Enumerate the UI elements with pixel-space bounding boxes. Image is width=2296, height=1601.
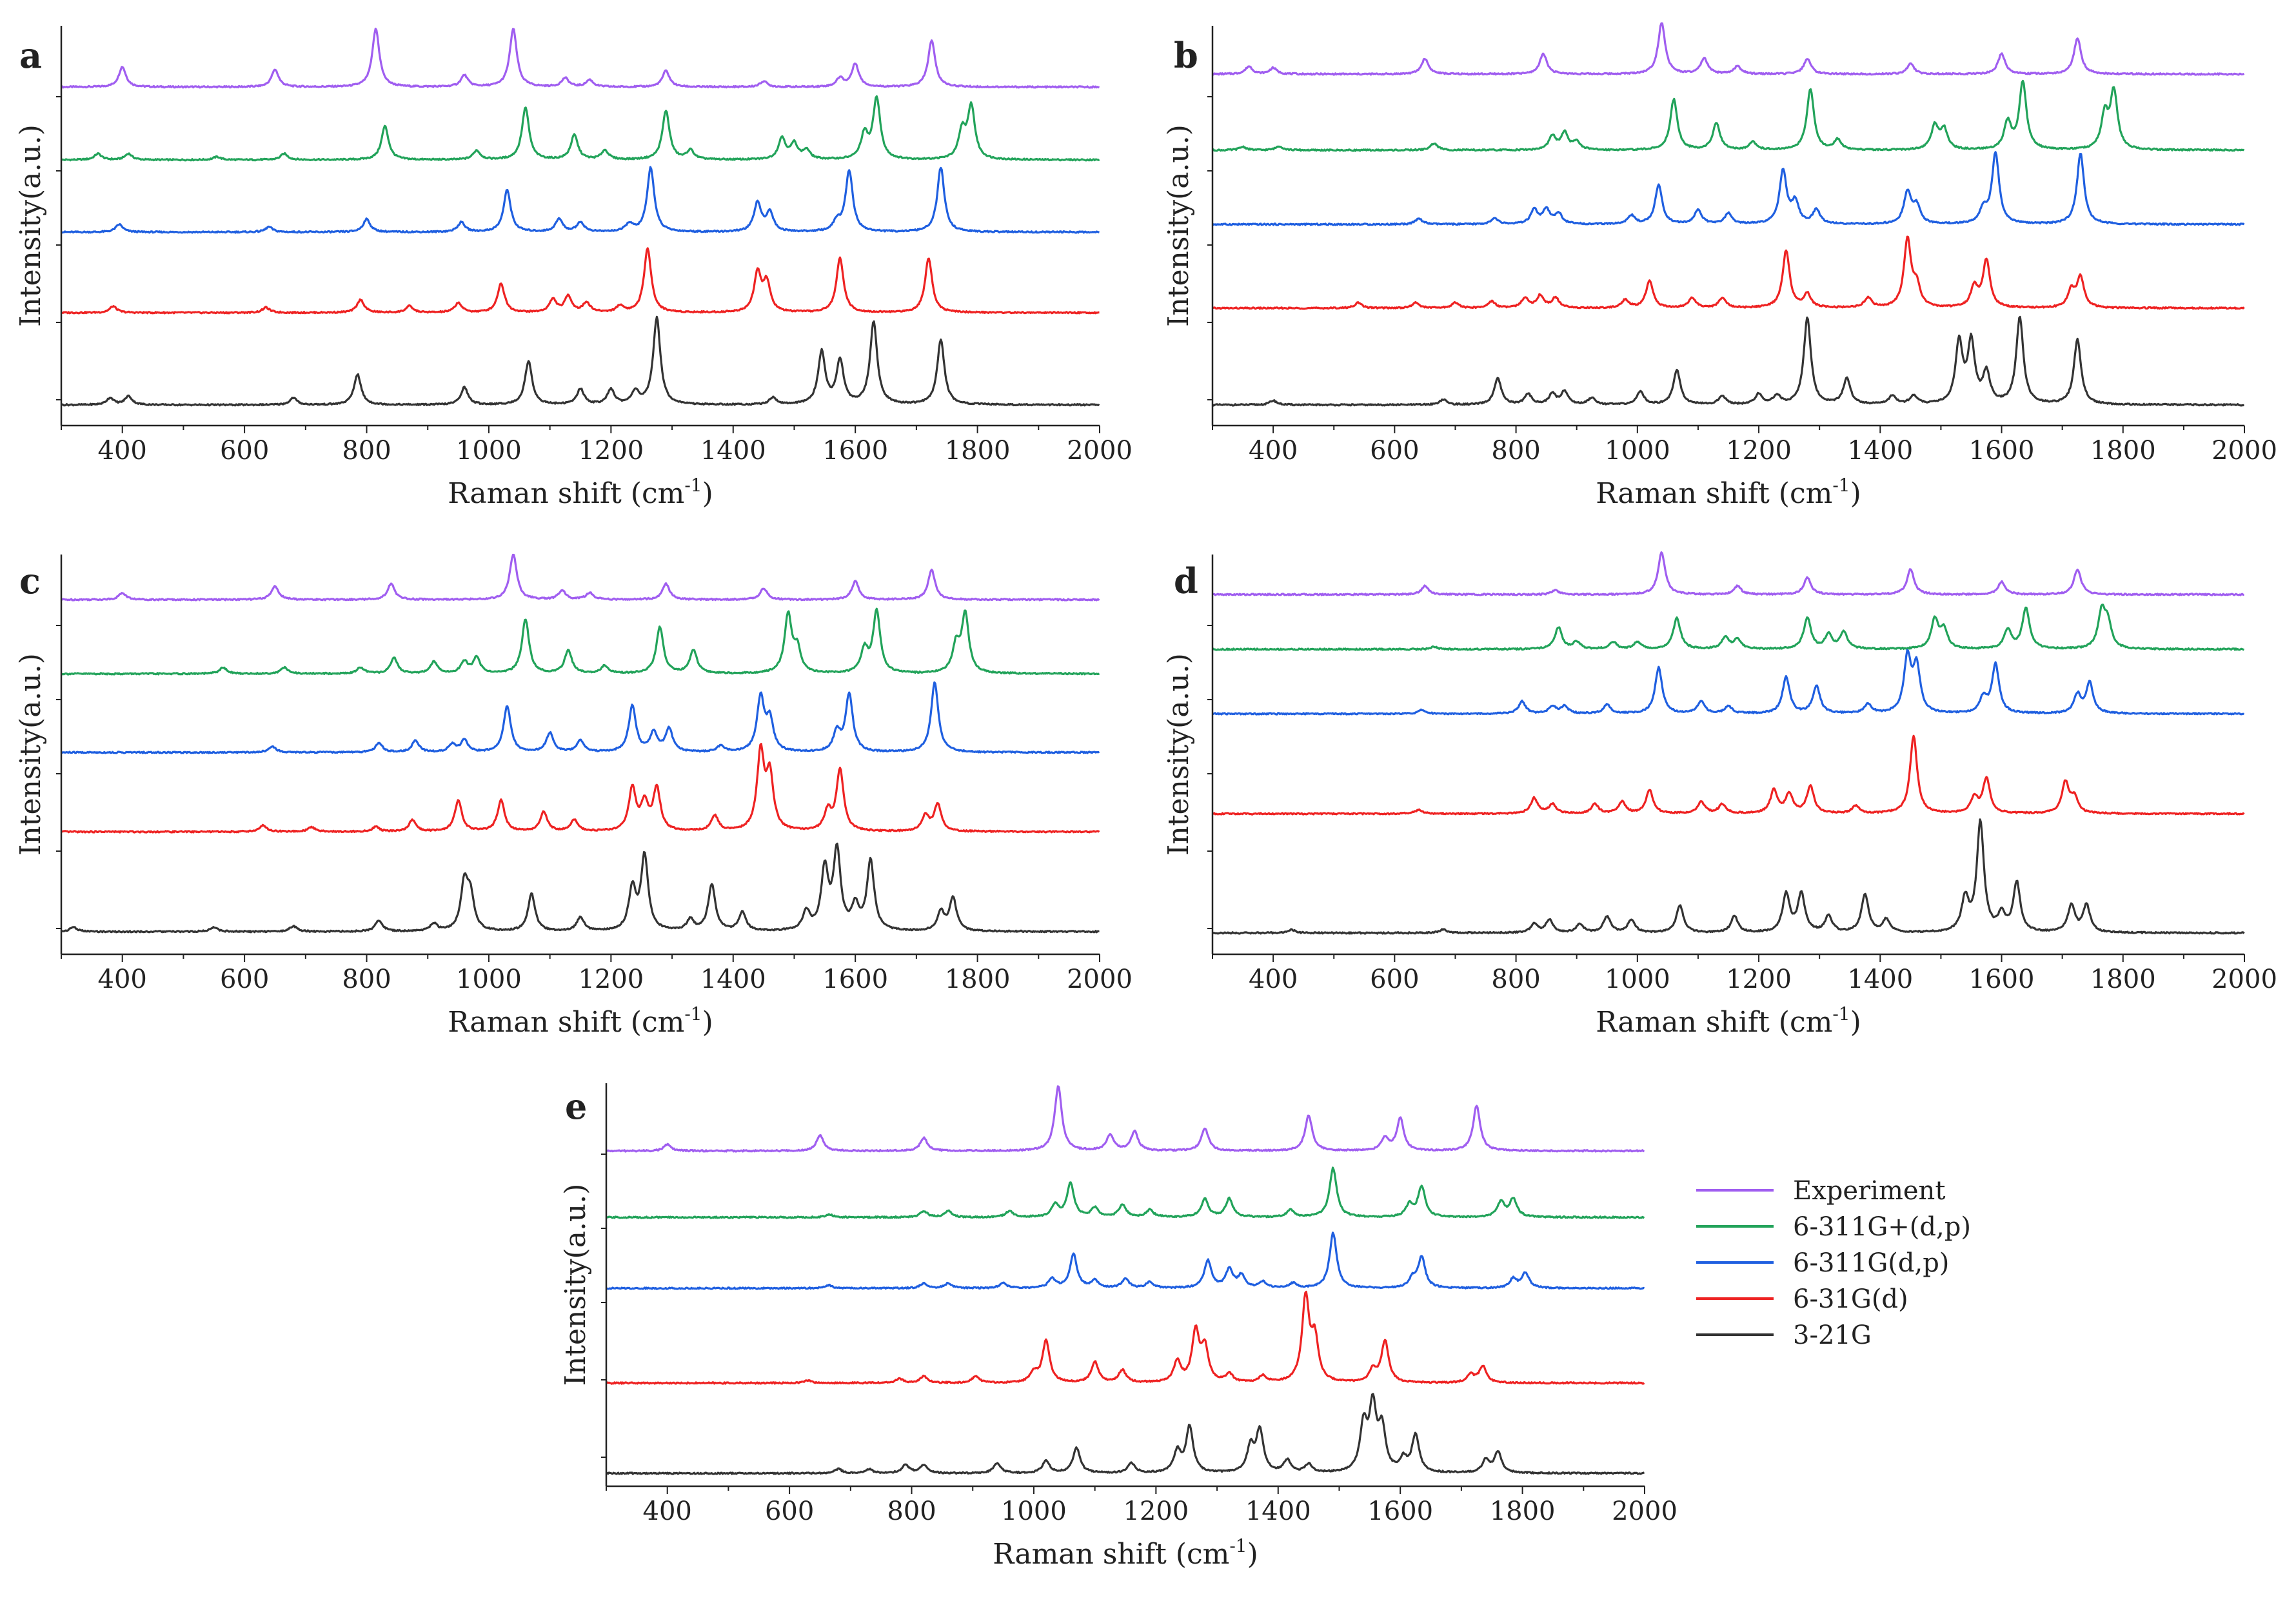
series-line-6-311g-d-p- [60,95,1100,162]
x-tick-label: 1000 [456,436,522,466]
series-line-6-311g-d-p- [1211,79,2245,152]
x-tick-label: 1200 [1726,436,1792,466]
panel-a: 400 600 800 1000 1200 1400 1600 1800 2000 Raman s… [14,26,1133,510]
x-tick-label: 1600 [822,965,888,994]
series-line-3-21g [61,842,1100,934]
panel-letter: c [19,560,41,602]
x-axis-label: Raman shift (cm-1) [448,475,713,510]
x-tick-label: 1400 [1245,1497,1311,1526]
series-line-6-311g-d-p- [606,1232,1645,1290]
x-tick-label: 1200 [1726,965,1792,994]
x-tick-label: 2000 [2212,965,2277,994]
series-line-3-21g [606,1393,1645,1475]
x-tick-label: 800 [887,1497,936,1526]
x-axis-label: Raman shift (cm-1) [448,1003,713,1039]
x-tick-label: 800 [1491,965,1540,994]
x-tick-label: 1600 [1367,1497,1433,1526]
x-tick-label: 400 [643,1497,692,1526]
series-line-6-311g-d-p- [61,607,1100,676]
x-tick-label: 1000 [456,965,522,994]
series-line-3-21g [60,315,1100,407]
x-tick-label: 800 [1491,436,1540,466]
x-tick-label: 1400 [1847,965,1913,994]
panel-letter: e [565,1086,587,1127]
series-line-6-311g-d-p- [60,681,1100,754]
x-tick-label: 1800 [1490,1497,1556,1526]
y-axis-label: Intensity(a.u.) [1162,124,1195,327]
series-line-6-311g-d-p- [1212,649,2244,716]
legend-label: 3-21G [1793,1321,1872,1350]
x-tick-label: 2000 [2212,436,2277,466]
y-axis-label: Intensity(a.u.) [14,124,47,327]
panel-letter: b [1174,35,1198,76]
x-tick-label: 1000 [1605,436,1670,466]
series-line-experiment [1212,551,2244,596]
x-tick-label: 600 [765,1497,814,1526]
x-tick-label: 1800 [2090,965,2156,994]
x-axis-label: Raman shift (cm-1) [1596,475,1861,510]
x-tick-label: 2000 [1612,1497,1677,1526]
x-tick-label: 1800 [945,965,1011,994]
x-tick-label: 1600 [822,436,888,466]
x-tick-label: 1400 [700,436,766,466]
legend-label: 6-31G(d) [1793,1284,1908,1314]
series-line-experiment [1212,22,2245,76]
y-axis-label: Intensity(a.u.) [1162,653,1195,856]
series-line-6-311g-d-p- [1211,604,2245,651]
series-line-6-311g-d-p- [1211,151,2245,226]
x-tick-label: 1000 [1605,965,1670,994]
x-tick-label: 400 [1249,965,1298,994]
x-tick-label: 1600 [1969,965,2035,994]
legend-label: 6-311G+(d,p) [1793,1212,1971,1242]
y-axis-label: Intensity(a.u.) [14,653,47,856]
x-tick-label: 600 [1370,436,1419,466]
series-line-3-21g [1212,818,2245,935]
x-tick-label: 600 [220,436,269,466]
x-tick-label: 1400 [700,965,766,994]
panel-c: 400 600 800 1000 1200 1400 1600 1800 2000 Raman s… [14,553,1133,1039]
x-tick-label: 2000 [1067,436,1133,466]
x-tick-label: 800 [342,965,391,994]
legend: Experiment 6-311G+(d,p) 6-311G(d,p) 6-31G(d… [1696,1176,1971,1350]
x-tick-label: 1000 [1001,1497,1067,1526]
series-line-6-311g-d-p- [605,1166,1645,1219]
x-tick-label: 600 [1370,965,1419,994]
x-tick-label: 2000 [1067,965,1133,994]
series-line-6-31g-d- [61,247,1100,315]
x-tick-label: 1600 [1969,436,2035,466]
x-tick-label: 1200 [1123,1497,1189,1526]
y-axis-label: Intensity(a.u.) [559,1184,592,1386]
x-tick-label: 1400 [1847,436,1913,466]
series-line-experiment [606,1085,1645,1153]
series-line-experiment [61,553,1100,602]
series-line-6-31g-d- [1212,235,2245,310]
series-line-3-21g [1211,315,2244,407]
x-axis-label: Raman shift (cm-1) [993,1535,1258,1571]
panel-letter: a [19,35,42,76]
series-line-6-31g-d- [605,1290,1645,1385]
x-tick-label: 1800 [945,436,1011,466]
series-line-experiment [60,27,1100,89]
x-tick-label: 400 [98,436,147,466]
x-tick-label: 800 [342,436,391,466]
panel-e: 400 600 800 1000 1200 1400 1600 1800 2000 Raman s… [559,1083,1677,1571]
x-axis-label: Raman shift (cm-1) [1596,1003,1861,1039]
x-tick-label: 400 [98,965,147,994]
x-tick-label: 400 [1249,436,1298,466]
x-tick-label: 1200 [578,965,644,994]
legend-label: 6-311G(d,p) [1793,1248,1949,1278]
panel-letter: d [1174,560,1198,602]
panel-d: 400 600 800 1000 1200 1400 1600 1800 2000 Raman s… [1162,551,2277,1039]
x-tick-label: 600 [220,965,269,994]
x-tick-label: 1200 [578,436,644,466]
series-line-6-311g-d-p- [61,166,1100,234]
panel-b: 400 600 800 1000 1200 1400 1600 1800 2000 Raman s… [1162,22,2277,510]
legend-label: Experiment [1793,1176,1945,1206]
series-line-6-31g-d- [1212,734,2245,816]
series-line-6-31g-d- [61,743,1100,834]
x-tick-label: 1800 [2090,436,2156,466]
